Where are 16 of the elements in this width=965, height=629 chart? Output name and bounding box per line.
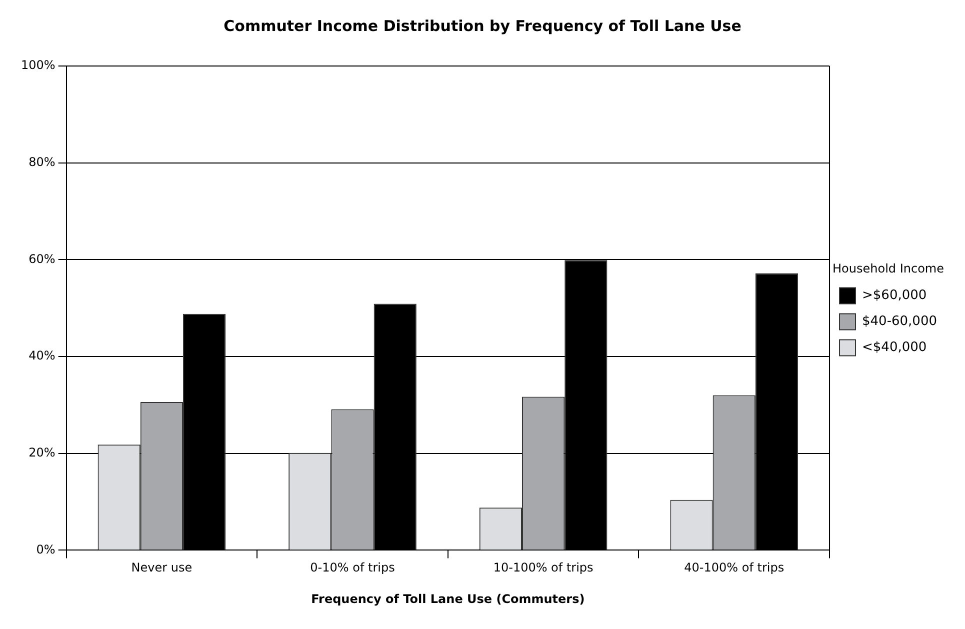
y-tick-label: 100%: [20, 58, 56, 72]
legend-title: Household Income: [832, 261, 944, 276]
y-tick-label: 40%: [28, 348, 56, 363]
y-tick-label: 0%: [36, 542, 56, 556]
y-tick-label: 20%: [28, 445, 56, 460]
chart-title: Commuter Income Distribution by Frequency of Toll Lane Use: [224, 16, 742, 35]
x-tick-label: Never use: [131, 560, 192, 575]
x-tick-label: 40-100% of trips: [684, 560, 784, 575]
x-axis-title: Frequency of Toll Lane Use (Commuters): [311, 592, 585, 606]
legend-label: >$60,000: [862, 288, 927, 304]
y-tick-label: 80%: [28, 154, 56, 169]
x-tick-label: 10-100% of trips: [493, 560, 594, 575]
legend-label: <$40,000: [862, 340, 927, 356]
x-tick-label: 0-10% of trips: [310, 560, 395, 575]
y-tick-label: 60%: [28, 252, 56, 266]
legend-label: $40-60,000: [862, 314, 938, 330]
